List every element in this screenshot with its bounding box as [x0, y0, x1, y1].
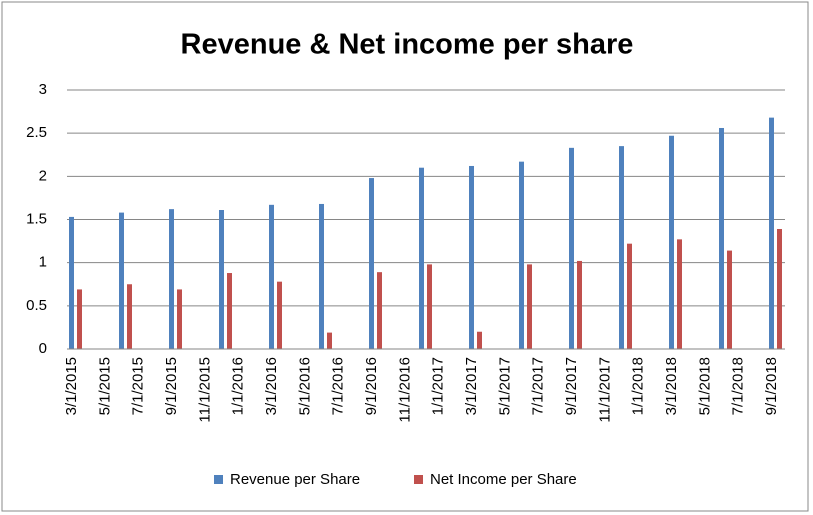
bar	[777, 228, 782, 349]
legend-swatch	[214, 475, 223, 484]
x-tick-label: 1/1/2017	[430, 357, 447, 415]
bar	[427, 264, 432, 349]
bar	[377, 272, 382, 349]
bar	[319, 203, 324, 349]
y-tick-label: 0	[39, 340, 47, 357]
bar	[569, 147, 574, 349]
bar	[169, 209, 174, 349]
bar	[269, 204, 274, 349]
bar	[277, 281, 282, 349]
x-tick-label: 9/1/2018	[763, 357, 780, 415]
x-tick-label: 7/1/2016	[330, 357, 347, 415]
bar	[469, 165, 474, 349]
y-tick-label: 1.5	[26, 210, 47, 227]
bar	[127, 284, 132, 349]
x-tick-label: 11/1/2017	[596, 357, 613, 423]
x-tick-label: 1/1/2016	[230, 357, 247, 415]
bar	[577, 260, 582, 349]
bar	[669, 135, 674, 349]
x-tick-label: 7/1/2015	[130, 357, 147, 415]
x-tick-label: 3/1/2018	[663, 357, 680, 415]
x-tick-label: 3/1/2017	[463, 357, 480, 415]
bar	[727, 250, 732, 349]
x-tick-label: 3/1/2015	[63, 357, 80, 415]
legend-swatch	[414, 475, 423, 484]
x-tick-label: 9/1/2016	[363, 357, 380, 415]
x-tick-label: 11/1/2016	[396, 357, 413, 423]
bar	[719, 127, 724, 349]
bar	[77, 289, 82, 349]
y-tick-label: 3	[39, 81, 47, 98]
x-tick-label: 9/1/2015	[163, 357, 180, 415]
x-tick-label: 5/1/2017	[496, 357, 513, 415]
legend-label: Net Income per Share	[430, 471, 577, 488]
bar	[69, 216, 74, 349]
bar	[369, 178, 374, 349]
legend-label: Revenue per Share	[230, 471, 360, 488]
x-tick-label: 9/1/2017	[563, 357, 580, 415]
y-tick-label: 2.5	[26, 124, 47, 141]
bar	[327, 332, 332, 349]
x-tick-label: 11/1/2015	[196, 357, 213, 423]
bar	[119, 212, 124, 349]
x-tick-label: 3/1/2016	[263, 357, 280, 415]
bar	[219, 210, 224, 349]
x-tick-label: 7/1/2017	[530, 357, 547, 415]
x-tick-label: 5/1/2016	[296, 357, 313, 415]
bar	[627, 243, 632, 349]
bar	[419, 167, 424, 349]
x-tick-label: 5/1/2018	[696, 357, 713, 415]
bar	[527, 264, 532, 349]
x-tick-label: 1/1/2018	[630, 357, 647, 415]
y-tick-label: 2	[39, 167, 47, 184]
bar	[177, 289, 182, 349]
x-tick-label: 5/1/2015	[96, 357, 113, 415]
bar	[619, 146, 624, 349]
bar	[769, 117, 774, 349]
x-tick-label: 7/1/2018	[730, 357, 747, 415]
chart-title: Revenue & Net income per share	[181, 29, 634, 61]
y-tick-label: 1	[39, 254, 47, 271]
bar	[519, 161, 524, 349]
y-tick-label: 0.5	[26, 297, 47, 314]
bar	[477, 331, 482, 349]
bar	[677, 239, 682, 349]
bar	[227, 273, 232, 349]
